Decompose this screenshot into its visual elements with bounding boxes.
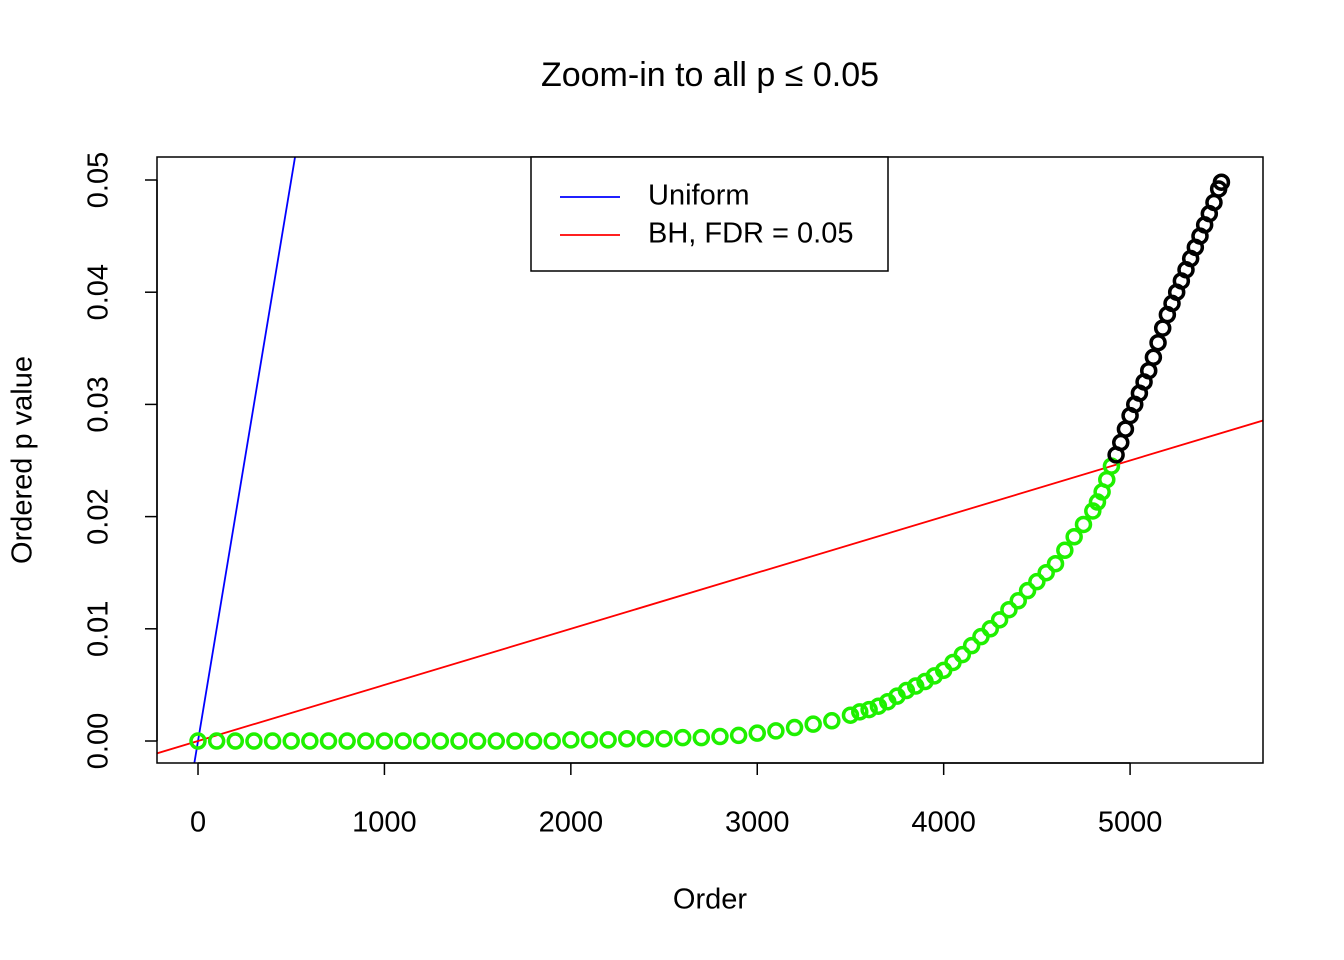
point <box>1056 541 1074 560</box>
y-tick-label: 0.03 <box>83 376 115 432</box>
y-tick-label: 0.04 <box>83 264 115 320</box>
point <box>748 724 767 742</box>
point <box>711 727 729 746</box>
point <box>618 730 636 748</box>
x-axis-label: Order <box>673 884 747 916</box>
point <box>1028 572 1046 591</box>
y-tick-label: 0.00 <box>83 713 115 769</box>
point <box>226 732 245 750</box>
point <box>1009 592 1027 610</box>
point <box>823 712 841 730</box>
point <box>990 611 1009 629</box>
point <box>860 700 878 719</box>
y-tick-label: 0.05 <box>83 152 115 208</box>
x-tick-label: 4000 <box>911 807 976 839</box>
point <box>1000 600 1018 619</box>
x-tick-label: 3000 <box>725 807 790 839</box>
point <box>1149 333 1167 352</box>
point <box>412 732 431 750</box>
point <box>1065 528 1083 546</box>
point <box>804 715 822 733</box>
point <box>319 732 338 750</box>
point <box>245 732 263 750</box>
point <box>851 703 869 721</box>
point <box>1144 348 1163 367</box>
point <box>906 677 925 695</box>
x-tick-label: 5000 <box>1098 807 1163 839</box>
point <box>953 645 972 664</box>
reference-lines <box>157 157 1263 763</box>
point <box>487 732 506 750</box>
legend-box <box>530 156 889 272</box>
point <box>767 722 785 740</box>
x-tick-label: 0 <box>190 807 206 839</box>
point <box>357 732 375 750</box>
point <box>1046 554 1065 573</box>
point <box>506 732 524 750</box>
y-tick-label: 0.01 <box>83 601 115 657</box>
point <box>1084 502 1102 520</box>
point <box>673 728 692 747</box>
point <box>189 732 207 750</box>
point <box>301 732 319 750</box>
point <box>1074 515 1093 534</box>
point <box>1037 563 1055 582</box>
point <box>729 726 748 745</box>
point <box>599 731 617 749</box>
point <box>375 732 394 750</box>
legend-label: Uniform <box>648 180 750 212</box>
point <box>981 620 1000 638</box>
point <box>468 732 487 750</box>
point <box>655 730 673 748</box>
point <box>562 731 580 749</box>
point <box>282 732 300 750</box>
point <box>869 697 888 715</box>
legend-label: BH, FDR = 0.05 <box>648 218 854 250</box>
point <box>450 732 468 750</box>
y-axis-label: Ordered p value <box>7 356 39 564</box>
point <box>636 730 655 748</box>
legend: Uniform BH, FDR = 0.05 <box>530 156 889 272</box>
point <box>841 706 860 724</box>
point <box>394 732 412 750</box>
point <box>338 732 356 750</box>
x-tick-label: 2000 <box>539 807 604 839</box>
reference-line <box>157 419 1263 755</box>
point <box>785 718 804 737</box>
point <box>263 732 282 750</box>
point <box>431 732 450 750</box>
point <box>1018 581 1037 600</box>
point <box>692 728 711 747</box>
chart-title: Zoom-in to all p ≤ 0.05 <box>541 56 879 94</box>
points <box>189 173 1231 750</box>
x-tick-label: 1000 <box>352 807 417 839</box>
point <box>524 732 543 750</box>
point <box>543 732 561 750</box>
point <box>1212 173 1231 191</box>
y-tick-label: 0.02 <box>83 488 115 544</box>
point <box>962 636 981 655</box>
point <box>897 681 916 700</box>
point <box>580 731 599 749</box>
point <box>207 732 226 750</box>
